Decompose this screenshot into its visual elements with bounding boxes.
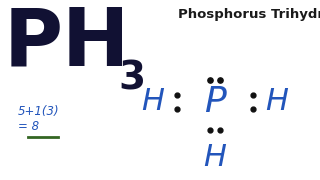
Text: = 8: = 8 (18, 120, 39, 133)
Text: H: H (266, 87, 288, 116)
Text: PH: PH (4, 5, 130, 83)
Text: H: H (141, 87, 164, 116)
Text: P: P (204, 85, 226, 119)
Text: 5+1(3): 5+1(3) (18, 105, 60, 118)
Text: Phosphorus Trihydride: Phosphorus Trihydride (178, 8, 320, 21)
Text: H: H (204, 143, 227, 172)
Text: 3: 3 (118, 60, 145, 98)
